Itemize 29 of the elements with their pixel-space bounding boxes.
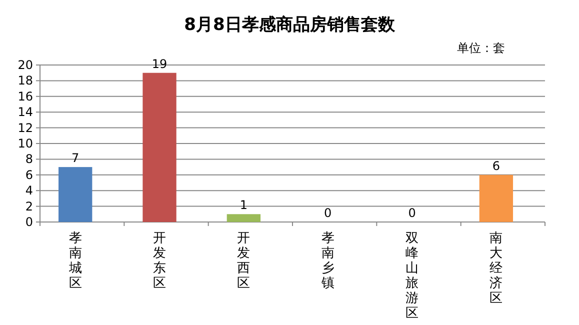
y-tick-label: 14 xyxy=(18,105,33,120)
data-label: 7 xyxy=(72,151,80,166)
bar xyxy=(58,167,92,222)
y-tick-label: 20 xyxy=(18,58,33,72)
x-tick-label: 开发西区 xyxy=(237,231,250,291)
y-tick-label: 4 xyxy=(25,184,33,198)
chart-title: 8月8日孝感商品房销售套数 xyxy=(184,15,396,35)
y-tick-label: 18 xyxy=(18,74,33,88)
y-tick-label: 8 xyxy=(25,152,33,166)
x-tick-label: 南大经济区 xyxy=(490,231,503,306)
data-label: 1 xyxy=(240,198,248,212)
x-tick-label: 孝南乡镇 xyxy=(320,231,334,291)
data-label: 0 xyxy=(408,206,416,220)
chart-subtitle: 单位：套 xyxy=(457,41,505,55)
bar xyxy=(226,214,261,222)
x-tick-label: 双峰山旅游区 xyxy=(406,231,419,321)
data-label: 19 xyxy=(152,56,168,71)
y-tick-label: 6 xyxy=(25,168,33,182)
y-tick-label: 10 xyxy=(18,136,33,150)
data-label: 0 xyxy=(324,206,332,220)
data-label: 6 xyxy=(492,158,500,173)
x-tick-label: 开发东区 xyxy=(153,231,166,291)
y-tick-label: 0 xyxy=(25,215,33,229)
y-tick-label: 16 xyxy=(18,89,33,104)
bar xyxy=(479,174,514,222)
bar xyxy=(142,72,176,222)
y-tick-label: 2 xyxy=(25,199,33,214)
x-tick-label: 孝南城区 xyxy=(68,231,82,291)
y-tick-label: 12 xyxy=(18,120,33,135)
